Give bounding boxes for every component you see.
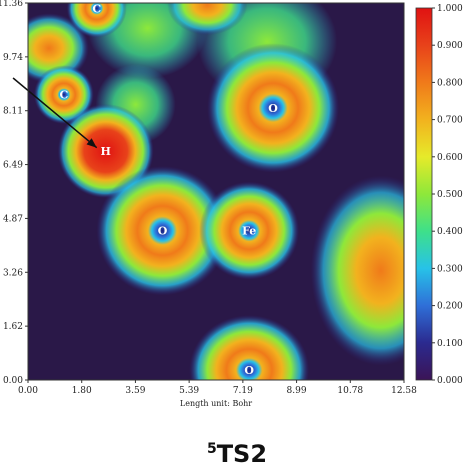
x-tick-label: 3.59	[125, 386, 145, 396]
colorbar-tick-label: 0.700	[437, 116, 463, 126]
atom-label-o-6: O	[244, 364, 254, 377]
atom-basin-6	[189, 315, 310, 380]
atom-basin-1	[33, 65, 94, 124]
colorbar-tick-label: 1.000	[437, 4, 463, 14]
colorbar-tick-label: 0.600	[437, 153, 463, 163]
atom-label-o-4: O	[158, 225, 168, 238]
atom-basin-0	[66, 3, 127, 38]
annotation-arrow-line	[12, 77, 98, 149]
colorbar-tick-label: 0.200	[437, 302, 463, 312]
caption-label: TS2	[216, 440, 268, 468]
basin-upper-left	[28, 13, 89, 84]
colorbar-tick-label: 0.400	[437, 227, 463, 237]
y-tick-label: 0.00	[3, 376, 23, 386]
x-tick-label: 10.78	[337, 386, 363, 396]
colorbar-tick-label: 0.500	[437, 190, 463, 200]
atom-label-c-0: C	[92, 2, 101, 15]
y-tick-label: 6.49	[3, 161, 23, 171]
atom-basin-4	[96, 165, 229, 296]
basin-right-edge	[310, 175, 404, 366]
atom-label-fe-5: Fe	[242, 225, 256, 238]
colorbar-tick-label: 0.900	[437, 41, 463, 51]
annotation-arrow-head	[86, 138, 97, 148]
y-tick-label: 9.74	[3, 53, 23, 63]
x-tick-label: 8.99	[287, 386, 307, 396]
colorbar-tick-label: 0.000	[437, 376, 463, 386]
colorbar-tick-label: 0.800	[437, 78, 463, 88]
plot-frame	[27, 2, 405, 381]
atom-label-c-1: C	[59, 89, 68, 102]
y-tick-label: 11.36	[0, 0, 23, 9]
basin-layer: C C H O O Fe O	[28, 2, 404, 380]
x-tick-label: 7.19	[233, 386, 253, 396]
figure-caption: 5TS2	[0, 440, 474, 468]
colorbar-tick-label: 0.300	[437, 264, 463, 274]
colorbar	[415, 7, 433, 381]
x-tick-label: 0.00	[18, 386, 38, 396]
x-tick-label: 1.80	[72, 386, 92, 396]
y-tick-label: 4.87	[3, 214, 23, 224]
y-tick-label: 8.11	[3, 107, 23, 117]
x-tick-label: 12.58	[391, 386, 417, 396]
atom-basin-3	[207, 43, 340, 173]
caption-superscript: 5	[206, 441, 217, 457]
atom-basin-5	[199, 181, 300, 280]
y-tick-label: 3.26	[3, 268, 23, 278]
x-tick-label: 5.39	[179, 386, 199, 396]
x-axis-title: Length unit: Bohr	[180, 399, 252, 408]
y-tick-label: 1.62	[3, 322, 23, 332]
basin-top-lobe	[167, 3, 248, 35]
colorbar-tick-label: 0.100	[437, 339, 463, 349]
atom-label-h-2: H	[101, 145, 111, 158]
elf-heatmap-svg: C C H O O Fe O 0.00 1.80 3.59 5.39 7.19 8.99 10.78 12.…	[0, 0, 463, 408]
atom-label-o-3: O	[268, 102, 278, 115]
